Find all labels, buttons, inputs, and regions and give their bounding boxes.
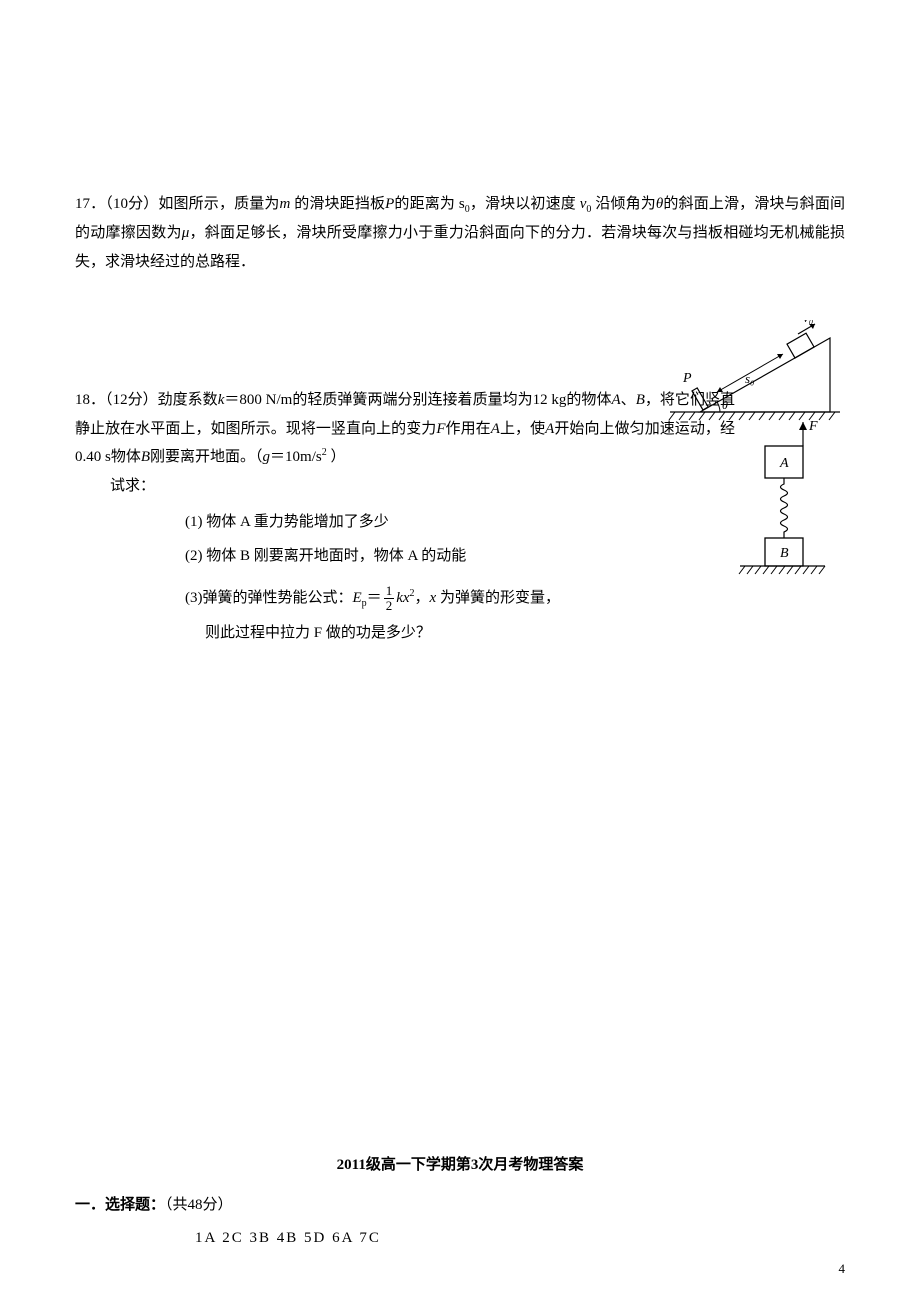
q17-var-m: m <box>280 196 291 212</box>
q17-t3: 的距离为 s <box>394 196 464 212</box>
answer-heading-row: 一．选择题：（共48分） <box>75 1191 845 1220</box>
q18-var-k2: k <box>396 590 403 606</box>
q18-var-Ep: E <box>353 590 362 606</box>
q17-points: （10分） <box>105 196 158 212</box>
q17-t2: 的滑块距挡板 <box>290 196 385 212</box>
q18-t8: 刚要离开地面。（ <box>150 449 263 465</box>
q18-var-B: B <box>636 392 645 408</box>
q18-t10: ） <box>327 449 346 465</box>
question-18: 18．（12分）劲度系数 k ＝800 N/m的轻质弹簧两端分别连接着质量均为12 … <box>75 386 845 647</box>
answer-section: 2011级高一下学期第3次月考物理答案 一．选择题：（共48分） 1A 2C 3… <box>75 1151 845 1253</box>
q18-frac-num: 1 <box>384 584 395 599</box>
fig18-F: F <box>808 419 818 434</box>
q17-text: 17．（10分）如图所示，质量为m 的滑块距挡板P的距离为 s0，滑块以初速度 … <box>75 190 845 276</box>
q18-points: （12分） <box>105 392 158 408</box>
page-number: 4 <box>839 1257 846 1282</box>
q18-var-B2: B <box>141 449 150 465</box>
spring-diagram: F A B <box>735 416 830 586</box>
q18-number: 18． <box>75 392 105 408</box>
q18-frac-den: 2 <box>384 599 395 613</box>
q18-sub3c: 为弹簧的形变量， <box>436 590 560 606</box>
q18-var-F: F <box>436 421 445 437</box>
answer-note: （共48分） <box>165 1197 233 1213</box>
fig17-v0: v₀ <box>803 320 813 325</box>
answer-title: 2011级高一下学期第3次月考物理答案 <box>75 1151 845 1180</box>
q18-t2: ＝800 N/m的轻质弹簧两端分别连接着质量均为12 kg的物体 <box>224 392 611 408</box>
q17-number: 17． <box>75 196 105 212</box>
q18-var-x: x <box>403 590 410 606</box>
q18-var-A2: A <box>491 421 500 437</box>
q17-t5: 沿倾角为 <box>591 196 655 212</box>
q17-t1: 如图所示，质量为 <box>158 196 279 212</box>
q17-var-p: P <box>385 196 394 212</box>
fig18-B: B <box>780 546 789 561</box>
q17-t4: ，滑块以初速度 <box>470 196 580 212</box>
q18-fraction: 12 <box>384 584 395 614</box>
answer-heading: 一．选择题： <box>75 1197 165 1213</box>
q18-t9: ＝10m/s <box>270 449 322 465</box>
figure-18: F A B <box>735 416 830 597</box>
q18-t1: 劲度系数 <box>158 392 218 408</box>
q18-sub3a: (3)弹簧的弹性势能公式： <box>185 590 353 606</box>
q18-var-A3: A <box>545 421 554 437</box>
fig17-P: P <box>682 371 692 386</box>
q18-sub3d: 则此过程中拉力 F 做的功是多少？ <box>205 619 845 648</box>
q18-t5: 作用在 <box>446 421 491 437</box>
q18-var-A: A <box>611 392 620 408</box>
fig18-A: A <box>779 456 789 471</box>
q17-t8: ，斜面足够长，滑块所受摩擦力小于重力沿斜面向下的分力．若滑块每次与挡板相碰均无机… <box>75 225 845 270</box>
q18-sub3b: ， <box>415 590 430 606</box>
q18-text: 18．（12分）劲度系数k＝800 N/m的轻质弹簧两端分别连接着质量均为12 … <box>75 386 845 472</box>
fig17-s0: s₀ <box>745 371 755 386</box>
q18-t3: 、 <box>621 392 636 408</box>
q18-eq: ＝ <box>367 590 382 606</box>
question-17: 17．（10分）如图所示，质量为m 的滑块距挡板P的距离为 s0，滑块以初速度 … <box>75 190 845 276</box>
q18-t6: 上，使 <box>500 421 545 437</box>
answer-keys: 1A 2C 3B 4B 5D 6A 7C <box>195 1224 845 1253</box>
q18-var-g: g <box>263 449 271 465</box>
